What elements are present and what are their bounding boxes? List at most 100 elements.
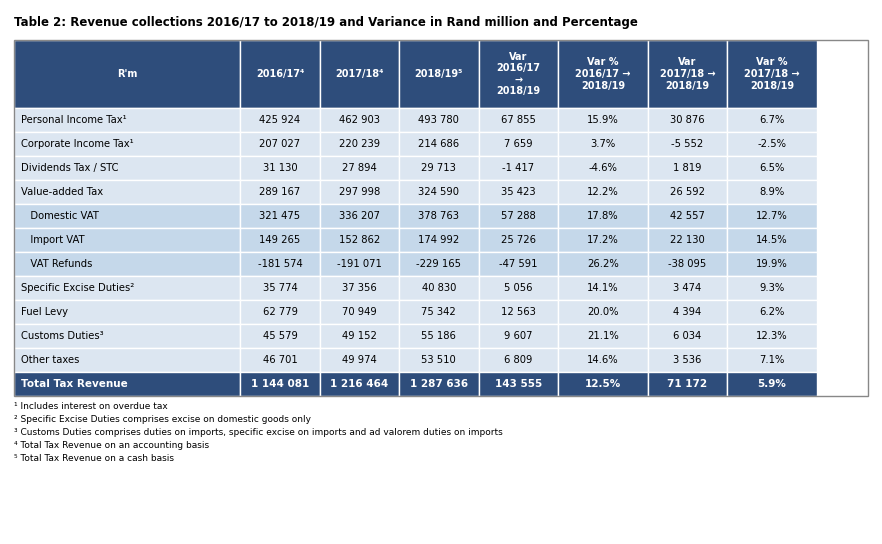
Text: Domestic VAT: Domestic VAT <box>21 211 99 221</box>
Bar <box>14 228 240 252</box>
Text: 3 474: 3 474 <box>673 283 701 293</box>
Text: 7.1%: 7.1% <box>759 355 785 365</box>
Text: 297 998: 297 998 <box>339 187 380 197</box>
Bar <box>14 156 240 180</box>
Text: ⁵ Total Tax Revenue on a cash basis: ⁵ Total Tax Revenue on a cash basis <box>14 454 174 463</box>
Text: Var %
2016/17 →
2018/19: Var % 2016/17 → 2018/19 <box>575 58 631 91</box>
Text: 6.7%: 6.7% <box>759 115 785 125</box>
Bar <box>14 180 240 204</box>
Bar <box>558 324 647 348</box>
Bar <box>14 276 240 300</box>
Text: Value-added Tax: Value-added Tax <box>21 187 103 197</box>
Text: 9.3%: 9.3% <box>759 283 785 293</box>
Text: 1 144 081: 1 144 081 <box>250 379 310 389</box>
Bar <box>320 108 400 132</box>
Bar <box>400 108 479 132</box>
Text: 8.9%: 8.9% <box>759 187 785 197</box>
Bar <box>479 108 558 132</box>
Text: 49 974: 49 974 <box>342 355 377 365</box>
Text: 152 862: 152 862 <box>339 235 380 245</box>
Text: -47 591: -47 591 <box>499 259 537 269</box>
Text: Table 2: Revenue collections 2016/17 to 2018/19 and Variance in Rand million and: Table 2: Revenue collections 2016/17 to … <box>14 16 638 29</box>
Text: 462 903: 462 903 <box>339 115 380 125</box>
Text: 493 780: 493 780 <box>418 115 460 125</box>
Bar <box>727 108 817 132</box>
Bar <box>479 252 558 276</box>
Text: 6.2%: 6.2% <box>759 307 785 317</box>
Bar <box>558 132 647 156</box>
Text: ² Specific Excise Duties comprises excise on domestic goods only: ² Specific Excise Duties comprises excis… <box>14 415 311 424</box>
Bar <box>479 348 558 372</box>
Text: 45 579: 45 579 <box>263 331 297 341</box>
Bar <box>400 252 479 276</box>
Bar <box>240 228 320 252</box>
Text: 19.9%: 19.9% <box>756 259 788 269</box>
Bar <box>647 252 727 276</box>
Text: 46 701: 46 701 <box>263 355 297 365</box>
Text: 2018/19⁵: 2018/19⁵ <box>415 69 463 79</box>
Bar <box>14 108 240 132</box>
Text: 15.9%: 15.9% <box>587 115 618 125</box>
Bar <box>320 132 400 156</box>
Text: 5 056: 5 056 <box>504 283 533 293</box>
Text: 21.1%: 21.1% <box>587 331 618 341</box>
Bar <box>14 348 240 372</box>
Text: 57 288: 57 288 <box>501 211 535 221</box>
Bar <box>400 324 479 348</box>
Bar <box>727 132 817 156</box>
Bar <box>240 108 320 132</box>
Text: Customs Duties³: Customs Duties³ <box>21 331 103 341</box>
Bar <box>479 180 558 204</box>
Text: -229 165: -229 165 <box>416 259 461 269</box>
Bar <box>240 372 320 396</box>
Bar <box>647 132 727 156</box>
Text: -1 417: -1 417 <box>502 163 534 173</box>
Text: 25 726: 25 726 <box>501 235 535 245</box>
Text: ³ Customs Duties comprises duties on imports, specific excise on imports and ad : ³ Customs Duties comprises duties on imp… <box>14 428 503 437</box>
Text: 6 034: 6 034 <box>673 331 701 341</box>
Bar <box>320 40 400 108</box>
Bar <box>400 348 479 372</box>
Text: 321 475: 321 475 <box>259 211 301 221</box>
Bar <box>320 372 400 396</box>
Text: -2.5%: -2.5% <box>758 139 787 149</box>
Bar <box>240 132 320 156</box>
Text: ⁴ Total Tax Revenue on an accounting basis: ⁴ Total Tax Revenue on an accounting bas… <box>14 441 209 450</box>
Text: 62 779: 62 779 <box>263 307 297 317</box>
Bar <box>400 228 479 252</box>
Bar <box>647 324 727 348</box>
Text: 5.9%: 5.9% <box>758 379 787 389</box>
Text: R'm: R'm <box>117 69 138 79</box>
Text: 220 239: 220 239 <box>339 139 380 149</box>
Text: 4 394: 4 394 <box>673 307 701 317</box>
Bar <box>14 204 240 228</box>
Text: -181 574: -181 574 <box>258 259 303 269</box>
Text: 3.7%: 3.7% <box>590 139 616 149</box>
Bar <box>400 204 479 228</box>
Bar <box>320 204 400 228</box>
Text: 35 774: 35 774 <box>263 283 297 293</box>
Text: 12.7%: 12.7% <box>756 211 788 221</box>
Bar <box>647 276 727 300</box>
Bar <box>727 324 817 348</box>
Text: 336 207: 336 207 <box>339 211 380 221</box>
Bar <box>727 228 817 252</box>
Bar <box>727 372 817 396</box>
Bar <box>320 180 400 204</box>
Text: 27 894: 27 894 <box>342 163 377 173</box>
Bar <box>479 372 558 396</box>
Text: 1 216 464: 1 216 464 <box>331 379 389 389</box>
Text: 30 876: 30 876 <box>670 115 705 125</box>
Text: 17.8%: 17.8% <box>587 211 618 221</box>
Text: Personal Income Tax¹: Personal Income Tax¹ <box>21 115 127 125</box>
Bar <box>400 156 479 180</box>
Text: 49 152: 49 152 <box>342 331 377 341</box>
Bar <box>558 228 647 252</box>
Bar <box>14 300 240 324</box>
Bar <box>320 156 400 180</box>
Bar <box>727 156 817 180</box>
Bar <box>647 40 727 108</box>
Text: 207 027: 207 027 <box>259 139 301 149</box>
Bar <box>400 40 479 108</box>
Bar <box>727 252 817 276</box>
